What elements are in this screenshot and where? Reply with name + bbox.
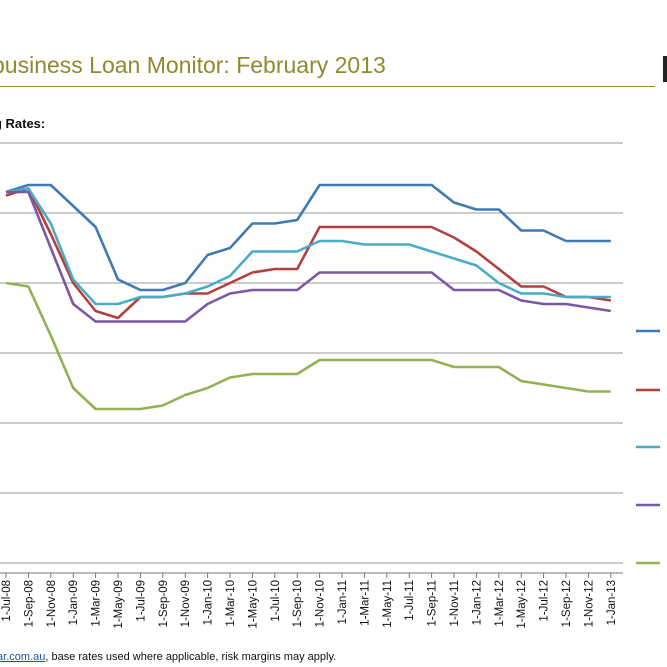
- x-tick-label: 1-Sep-09: [158, 580, 170, 627]
- x-tick-label: 1-Jul-12: [539, 580, 551, 622]
- x-tick-label: 1-Jan-11: [337, 580, 349, 625]
- x-tick-label: 1-Nov-11: [449, 580, 461, 626]
- x-tick-label: 1-Mar-12: [494, 580, 506, 627]
- x-tick-label: 1-May-09: [113, 580, 125, 629]
- x-tick-label: 1-Jul-11: [404, 580, 416, 621]
- x-tick-label: 1-Jul-10: [270, 580, 282, 622]
- x-tick-label: 1-Jan-10: [203, 580, 215, 625]
- x-tick-label: 1-May-11: [382, 580, 394, 628]
- title-divider: [0, 86, 655, 87]
- x-tick-label: 1-Sep-08: [23, 580, 35, 627]
- x-tick-label: 1-Nov-12: [583, 580, 595, 627]
- x-tick-label: 1-May-10: [247, 580, 259, 629]
- x-tick-label: 1-Jan-13: [606, 580, 618, 625]
- x-tick-label: 1-Jul-08: [1, 580, 13, 622]
- x-tick-label: 1-Mar-09: [91, 580, 103, 627]
- x-tick-label: 1-Nov-09: [180, 580, 192, 627]
- series-line: [5, 187, 611, 306]
- chart-subtitle: ng Rates:: [0, 116, 46, 131]
- chart-title: business Loan Monitor: February 2013: [0, 52, 386, 78]
- x-tick-label: 1-May-12: [516, 580, 528, 629]
- x-tick-label: 1-Jan-12: [471, 580, 483, 625]
- source-note: tar.com.au, base rates used where applic…: [0, 651, 336, 663]
- x-tick-label: 1-Jan-09: [68, 580, 80, 625]
- x-tick-label: 1-Sep-12: [561, 580, 573, 627]
- page-edge-mark: [663, 56, 667, 82]
- x-tick-label: 1-Sep-11: [427, 580, 439, 626]
- source-note-text: , base rates used where applicable, risk…: [45, 651, 337, 663]
- x-tick-label: 1-Nov-08: [46, 580, 58, 627]
- series-line: [5, 187, 612, 320]
- source-link[interactable]: tar.com.au: [0, 651, 46, 663]
- series-line: [5, 183, 611, 292]
- series-line: [6, 190, 612, 323]
- x-tick-label: 1-Sep-10: [292, 580, 304, 627]
- x-tick-label: 1-Mar-11: [359, 580, 371, 626]
- x-tick-label: 1-Nov-10: [315, 580, 327, 627]
- series-line: [5, 281, 611, 411]
- x-tick-label: 1-Mar-10: [225, 580, 237, 627]
- x-tick-label: 1-Jul-09: [135, 580, 147, 622]
